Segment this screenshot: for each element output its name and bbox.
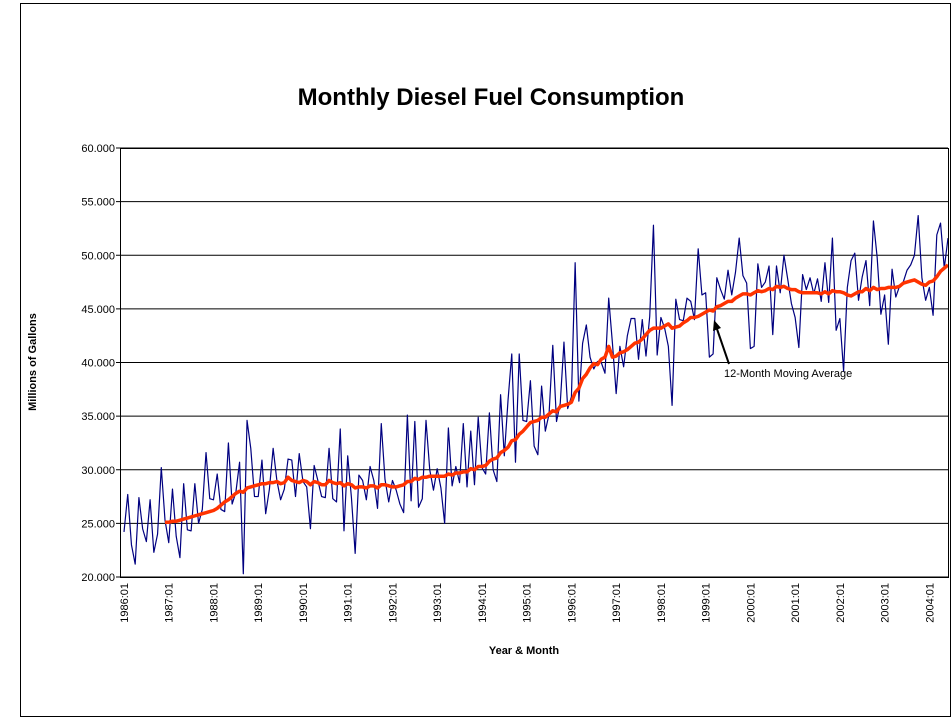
x-tick-label: 2003:01 — [880, 583, 892, 623]
x-tick-label: 1993:01 — [432, 583, 444, 623]
tick-labels: 20.000 25.000 30.000 35.000 40.000 45.000 50.0… — [81, 143, 936, 623]
y-tick-label: 60.000 — [81, 143, 115, 155]
y-axis-label: Millions of Gallons — [27, 313, 39, 411]
x-tick-label: 1999:01 — [701, 583, 713, 623]
y-tick-label: 20.000 — [81, 572, 115, 584]
x-tick-label: 1994:01 — [477, 583, 489, 623]
y-tick-label: 35.000 — [81, 411, 115, 423]
x-tick-label: 1991:01 — [343, 583, 355, 623]
series-line — [165, 263, 950, 525]
annotation-arrowhead — [713, 320, 721, 331]
x-tick-label: 1996:01 — [566, 583, 578, 623]
x-tick-label: 2000:01 — [745, 583, 757, 623]
annotation-arrow — [716, 328, 730, 365]
x-axis-label: Year & Month — [489, 645, 560, 657]
y-tick-label: 55.000 — [81, 197, 115, 209]
plot-border — [120, 148, 949, 578]
x-tick-label: 1998:01 — [656, 583, 668, 623]
y-tick-label: 50.000 — [81, 250, 115, 262]
x-tick-label: 1992:01 — [387, 583, 399, 623]
x-tick-label: 1987:01 — [164, 583, 176, 623]
x-tick-label: 1990:01 — [298, 583, 310, 623]
x-tick-label: 2002:01 — [835, 583, 847, 623]
x-tick-label: 2001:01 — [790, 583, 802, 623]
chart-frame — [20, 3, 951, 717]
x-tick-label: 1988:01 — [208, 583, 220, 623]
x-tick-label: 1986:01 — [119, 583, 131, 623]
plot-lines — [123, 214, 950, 575]
series-line — [123, 214, 949, 575]
annotation: 12-Month Moving Average — [724, 368, 852, 380]
chart-title: Monthly Diesel Fuel Consumption — [298, 84, 685, 111]
y-tick-label: 30.000 — [81, 465, 115, 477]
x-tick-label: 1995:01 — [522, 583, 534, 623]
x-tick-label: 1997:01 — [611, 583, 623, 623]
x-tick-label: 2004:01 — [924, 583, 936, 623]
y-tick-label: 25.000 — [81, 518, 115, 530]
y-tick-label: 45.000 — [81, 304, 115, 316]
x-tick-label: 1989:01 — [253, 583, 265, 623]
y-tick-label: 40.000 — [81, 358, 115, 370]
